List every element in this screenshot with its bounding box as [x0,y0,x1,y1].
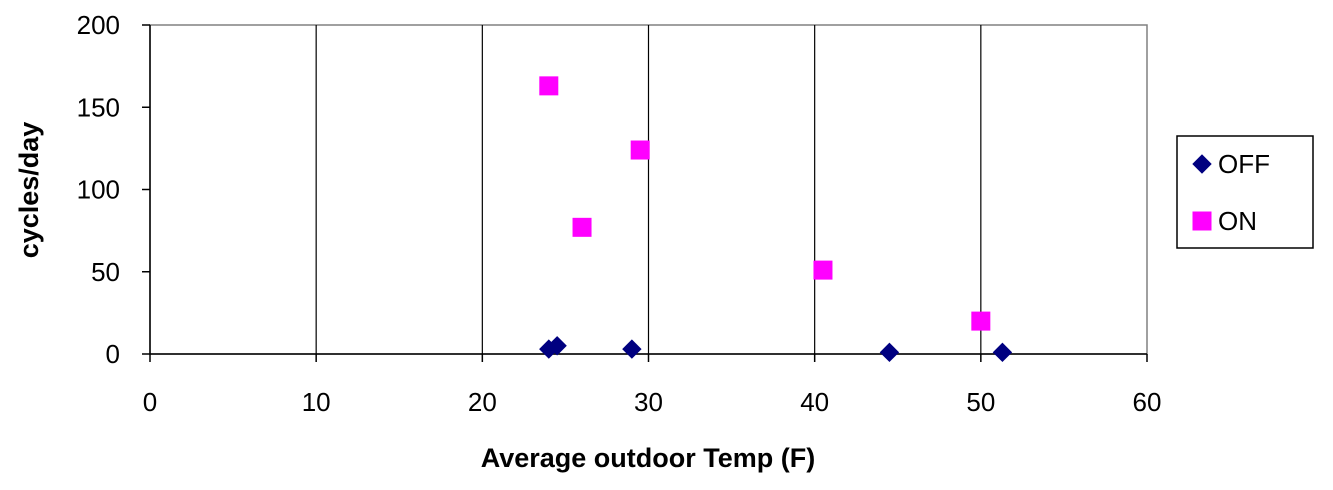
y-tick-label: 0 [106,339,120,369]
x-tick-label: 30 [634,387,663,417]
legend-marker [1192,154,1212,174]
square-marker [971,311,991,331]
x-axis-title: Average outdoor Temp (F) [481,443,816,473]
x-axis-ticks: 0 10 20 30 40 50 60 [143,354,1162,417]
legend-label: OFF [1218,149,1270,179]
square-marker [572,217,592,237]
y-tick-label: 100 [77,175,120,205]
data-points [539,76,1013,363]
square-marker [630,140,650,160]
y-axis-title: cycles/day [14,122,44,259]
legend-item-off: OFF [1192,149,1270,179]
series-on [539,76,991,331]
x-tick-label: 40 [800,387,829,417]
series-off [539,336,1013,363]
plot-area: 0 10 20 30 40 50 60 0 50 100 150 200 [77,10,1162,417]
x-tick-label: 60 [1133,387,1162,417]
legend: OFF ON [1176,135,1314,249]
diamond-marker [992,342,1013,363]
gridlines [315,25,982,354]
y-axis-ticks: 0 50 100 150 200 [77,10,150,369]
y-tick-label: 200 [77,10,120,40]
diamond-marker [547,336,567,356]
diamond-marker [622,339,642,359]
diamond-marker [879,342,900,363]
y-tick-label: 150 [77,92,120,122]
x-tick-label: 0 [143,387,157,417]
x-tick-label: 10 [302,387,331,417]
x-tick-label: 20 [468,387,497,417]
legend-item-on: ON [1192,206,1257,236]
square-marker [539,76,559,96]
y-tick-label: 50 [91,257,120,287]
legend-label: ON [1218,206,1257,236]
square-marker [813,260,833,280]
x-tick-label: 50 [966,387,995,417]
legend-marker [1192,211,1212,231]
